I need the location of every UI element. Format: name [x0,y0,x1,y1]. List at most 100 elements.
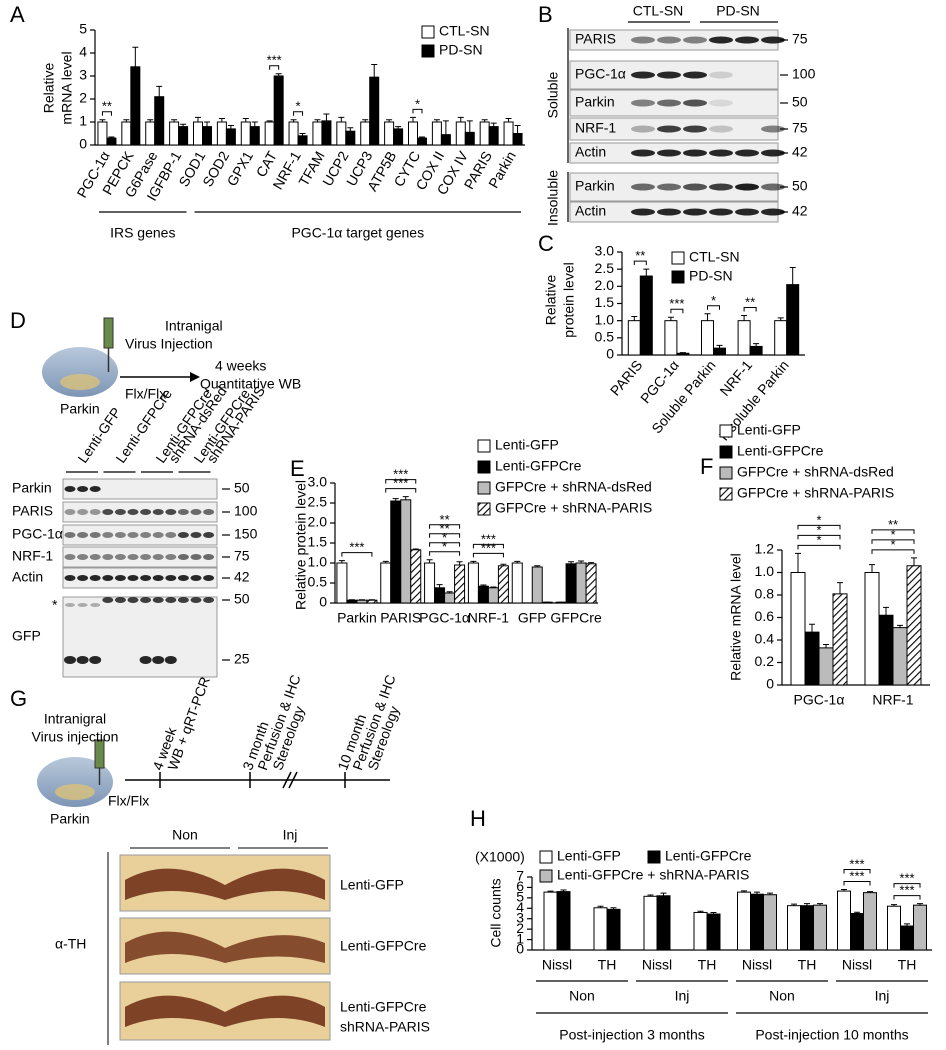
blot-band [77,575,89,581]
bar [774,320,788,356]
bar [693,911,708,951]
blot-band [709,99,733,107]
bar [106,137,117,146]
y-axis-title: Relative [41,63,57,114]
bar [346,599,358,604]
y-axis-title: Relative [543,275,559,326]
side-label: Inj [283,827,298,843]
error-bar [904,923,910,927]
sig-label: ** [888,517,898,532]
error-bar [753,343,760,347]
row-label: NRF-1 [12,548,53,564]
error-bar [251,121,258,127]
error-bar [123,119,130,122]
y-axis-title: Relative mRNA level [728,553,744,681]
error-bar [442,120,449,135]
y-tick-label: 0 [319,594,327,610]
bar [467,562,479,604]
error-bar [597,905,604,908]
bar [837,890,851,951]
bar [906,565,922,686]
error-bar [410,116,416,122]
error-bar [195,116,201,122]
marker-label: 50 [792,178,808,194]
error-bar [823,644,829,648]
bar [512,133,523,146]
y-tick-label: 2.0 [308,514,328,530]
error-bar [132,46,139,67]
error-bar [917,903,923,906]
blot-band [709,208,733,216]
bar [737,891,751,951]
x-tick-label: TH [598,957,617,973]
bar [531,566,543,604]
blot-band [102,509,114,515]
x-tick-label: Parkin [337,610,377,626]
panel-label: B [538,2,553,27]
error-bar [382,560,389,563]
blot-band [89,575,101,581]
blot-band [709,36,733,44]
sig-label: * [296,99,301,114]
blot-band [177,597,189,603]
blot-band [64,575,76,581]
error-bar [299,133,306,136]
sig-label: * [711,293,716,308]
bar [336,121,347,146]
blot-band [683,183,707,191]
sig-bracket [871,529,915,534]
blot-band [165,509,177,515]
y-tick-label: 1.0 [755,563,775,579]
error-bar [534,565,541,567]
blot-band [683,149,707,157]
error-bar [505,118,512,122]
sig-label: ** [745,295,755,310]
genotype-label: Flx/Flx [108,793,149,809]
y-tick-label: 0.5 [308,574,328,590]
y-axis-title: Relative protein level [293,480,309,610]
blot-band [77,554,89,560]
error-bar [362,119,369,122]
error-bar [386,119,393,122]
marker-label: 100 [234,503,258,519]
error-bar [817,903,823,906]
sig-bracket [633,260,647,266]
panel-label: F [700,454,713,479]
blot-band [761,125,785,133]
bar [434,587,446,604]
error-bar [242,118,249,122]
bar [606,908,621,951]
error-bar [402,496,409,500]
blot-band [64,532,76,538]
error-bar [647,894,654,897]
legend-label: Lenti-GFPCre + shRNA-PARIS [557,867,749,883]
blot-band [89,554,101,560]
y-tick-label: 3 [79,67,87,83]
y-tick-label: 2.5 [308,494,328,510]
bar [878,614,894,686]
blot-band [177,554,189,560]
blot-band [127,575,139,581]
sig-bracket [269,65,280,70]
legend-label: PD-SN [689,268,733,284]
blot-band [631,149,655,157]
blot-band [657,36,681,44]
error-bar [710,911,717,915]
bar [832,593,848,686]
bar [713,347,726,356]
y-tick-label: 1.0 [308,554,328,570]
bar [431,121,442,146]
sig-label: *** [899,883,914,898]
row-label: GFP [12,628,41,644]
injection-label: Virus Injection [125,336,213,352]
bar [216,121,227,146]
x-tick-label: Nissl [742,957,772,973]
blot-band [114,597,126,603]
injection-label: Intranigral [44,711,106,727]
legend-swatch [539,869,553,883]
bar [503,121,514,146]
error-bar [791,903,797,906]
marker-label: 50 [234,480,250,496]
error-bar [419,136,425,139]
